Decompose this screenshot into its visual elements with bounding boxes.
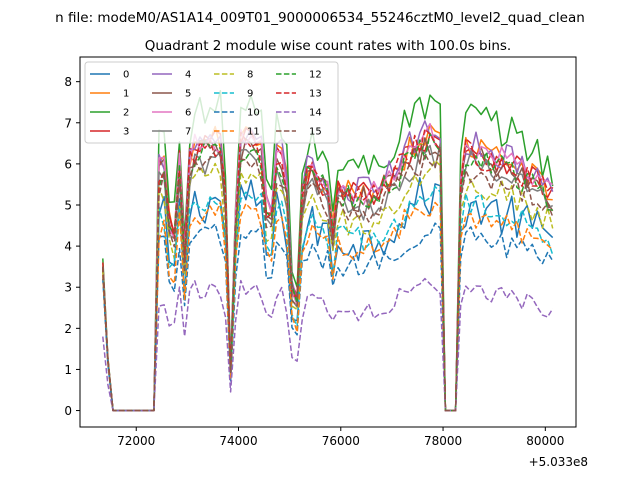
series-layer bbox=[102, 90, 554, 412]
series-line-10 bbox=[102, 222, 554, 412]
legend-label-5: 5 bbox=[185, 89, 191, 100]
y-tick-label: 4 bbox=[64, 240, 72, 254]
series-line-8 bbox=[102, 159, 554, 412]
legend-label-9: 9 bbox=[247, 89, 253, 100]
legend-label-3: 3 bbox=[123, 127, 129, 138]
y-tick-label: 7 bbox=[64, 116, 72, 130]
y-tick-label: 6 bbox=[64, 157, 72, 171]
y-tick-label: 3 bbox=[64, 281, 72, 295]
legend-label-13: 13 bbox=[309, 89, 322, 100]
legend-label-14: 14 bbox=[309, 108, 322, 119]
y-tick-label: 1 bbox=[64, 363, 72, 377]
legend-label-7: 7 bbox=[185, 127, 191, 138]
series-line-14 bbox=[102, 277, 554, 412]
series-line-12 bbox=[102, 132, 553, 412]
legend-label-1: 1 bbox=[123, 89, 129, 100]
figure-suptitle: n file: modeM0/AS1A14_009T01_9000006534_… bbox=[55, 10, 585, 26]
legend-label-8: 8 bbox=[247, 70, 253, 81]
legend-label-0: 0 bbox=[123, 70, 129, 81]
legend-label-12: 12 bbox=[309, 70, 322, 81]
legend-frame bbox=[84, 61, 339, 144]
legend-label-10: 10 bbox=[247, 108, 260, 119]
y-tick-label: 8 bbox=[64, 75, 72, 89]
y-axis: 0 1 2 3 4 5 6 7 8 bbox=[64, 75, 80, 418]
y-tick-label: 2 bbox=[64, 322, 72, 336]
x-tick-label: 72000 bbox=[117, 434, 155, 448]
legend-label-2: 2 bbox=[123, 108, 129, 119]
legend-label-15: 15 bbox=[309, 127, 322, 138]
y-tick-label: 5 bbox=[64, 199, 72, 213]
legend-label-4: 4 bbox=[185, 70, 191, 81]
x-tick-label: 74000 bbox=[219, 434, 257, 448]
x-tick-label: 80000 bbox=[526, 434, 564, 448]
series-line-15 bbox=[102, 145, 554, 412]
plot-frame bbox=[79, 56, 577, 428]
x-tick-label: 76000 bbox=[322, 434, 360, 448]
x-axis: 72000 74000 76000 78000 80000 bbox=[117, 427, 564, 448]
chart-title: Quadrant 2 module wise count rates with … bbox=[145, 38, 511, 54]
legend-label-11: 11 bbox=[247, 127, 260, 138]
series-line-2 bbox=[102, 90, 554, 412]
legend-label-6: 6 bbox=[185, 108, 191, 119]
x-offset-label: +5.033e8 bbox=[529, 455, 588, 469]
x-tick-label: 78000 bbox=[424, 434, 462, 448]
series-line-9 bbox=[102, 185, 554, 412]
y-tick-label: 0 bbox=[64, 404, 72, 418]
